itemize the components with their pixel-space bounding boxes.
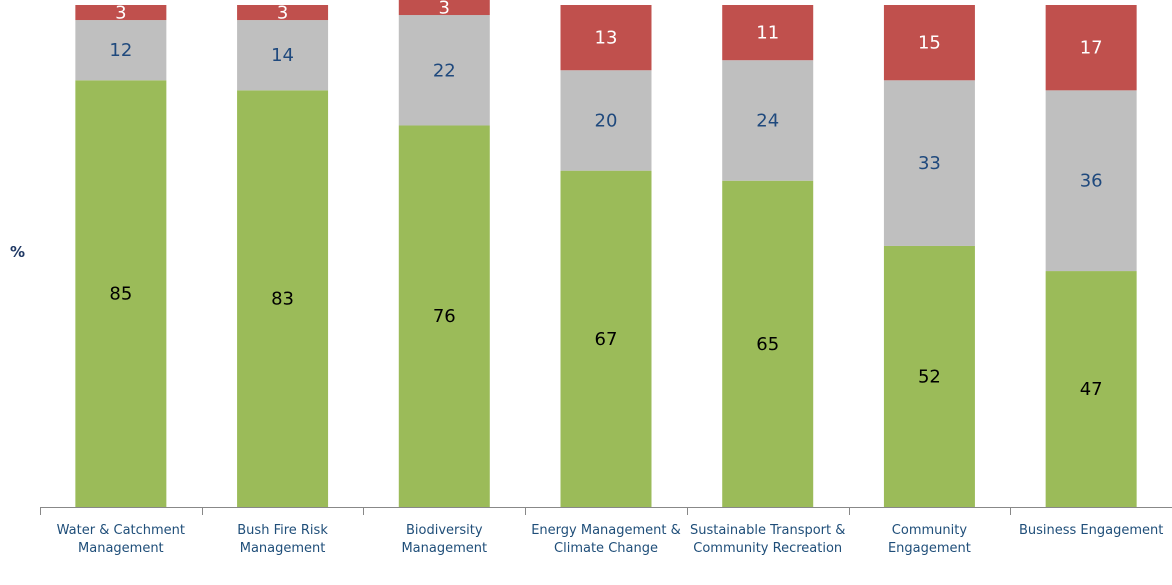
data-label: 67	[595, 329, 618, 350]
data-label: 20	[595, 110, 618, 131]
bar-segment	[722, 5, 814, 61]
data-label: 22	[433, 60, 456, 81]
bar-segment	[560, 5, 652, 71]
data-label: 85	[109, 284, 132, 305]
bar-segment	[1045, 271, 1137, 507]
data-label: 47	[1080, 379, 1103, 400]
x-tick-label: Bush Fire Risk Management	[237, 523, 328, 556]
data-label: 52	[918, 366, 941, 387]
data-label: 17	[1080, 38, 1103, 59]
bar-segment	[398, 15, 490, 126]
x-tick-label: Water & Catchment Management	[56, 523, 186, 556]
bar-segment	[237, 5, 329, 21]
data-label: 12	[109, 40, 132, 61]
x-tick-label: Energy Management & Climate Change	[531, 523, 681, 556]
bar-segment	[237, 90, 329, 507]
bar-segment	[883, 245, 975, 507]
bar-segment	[883, 80, 975, 246]
data-label: 24	[756, 110, 779, 131]
data-label: 15	[918, 33, 941, 54]
data-label: 36	[1080, 171, 1103, 192]
data-label: 13	[595, 28, 618, 49]
bar-segment	[237, 20, 329, 91]
bar-segment	[75, 20, 167, 81]
data-label: 3	[439, 0, 450, 19]
bar-segment	[75, 5, 167, 21]
x-tick-label: Business Engagement	[1018, 523, 1164, 538]
bar-segment	[722, 60, 814, 181]
bar-segment	[1045, 90, 1137, 272]
data-label: 3	[277, 3, 288, 24]
bar-segment	[398, 125, 490, 507]
data-label: 33	[918, 153, 941, 174]
data-label: 76	[433, 306, 456, 327]
data-label: 83	[271, 289, 294, 310]
x-tick-label: Biodiversity Management	[401, 523, 488, 556]
bar-segment	[560, 170, 652, 507]
x-tick-label: Sustainable Transport & Community Recrea…	[689, 523, 846, 556]
x-tick-label: Community Engagement	[887, 523, 971, 556]
data-label: 3	[115, 3, 126, 24]
bar-segment	[75, 80, 167, 508]
bar-segment	[883, 5, 975, 81]
data-label: 11	[756, 23, 779, 44]
data-label: 65	[756, 334, 779, 355]
y-axis-label: %	[10, 243, 26, 261]
data-label: 14	[271, 45, 294, 66]
bar-segment	[1045, 5, 1137, 91]
bar-segment	[560, 70, 652, 171]
bar-segment	[722, 180, 814, 507]
bar-segment	[398, 0, 490, 16]
